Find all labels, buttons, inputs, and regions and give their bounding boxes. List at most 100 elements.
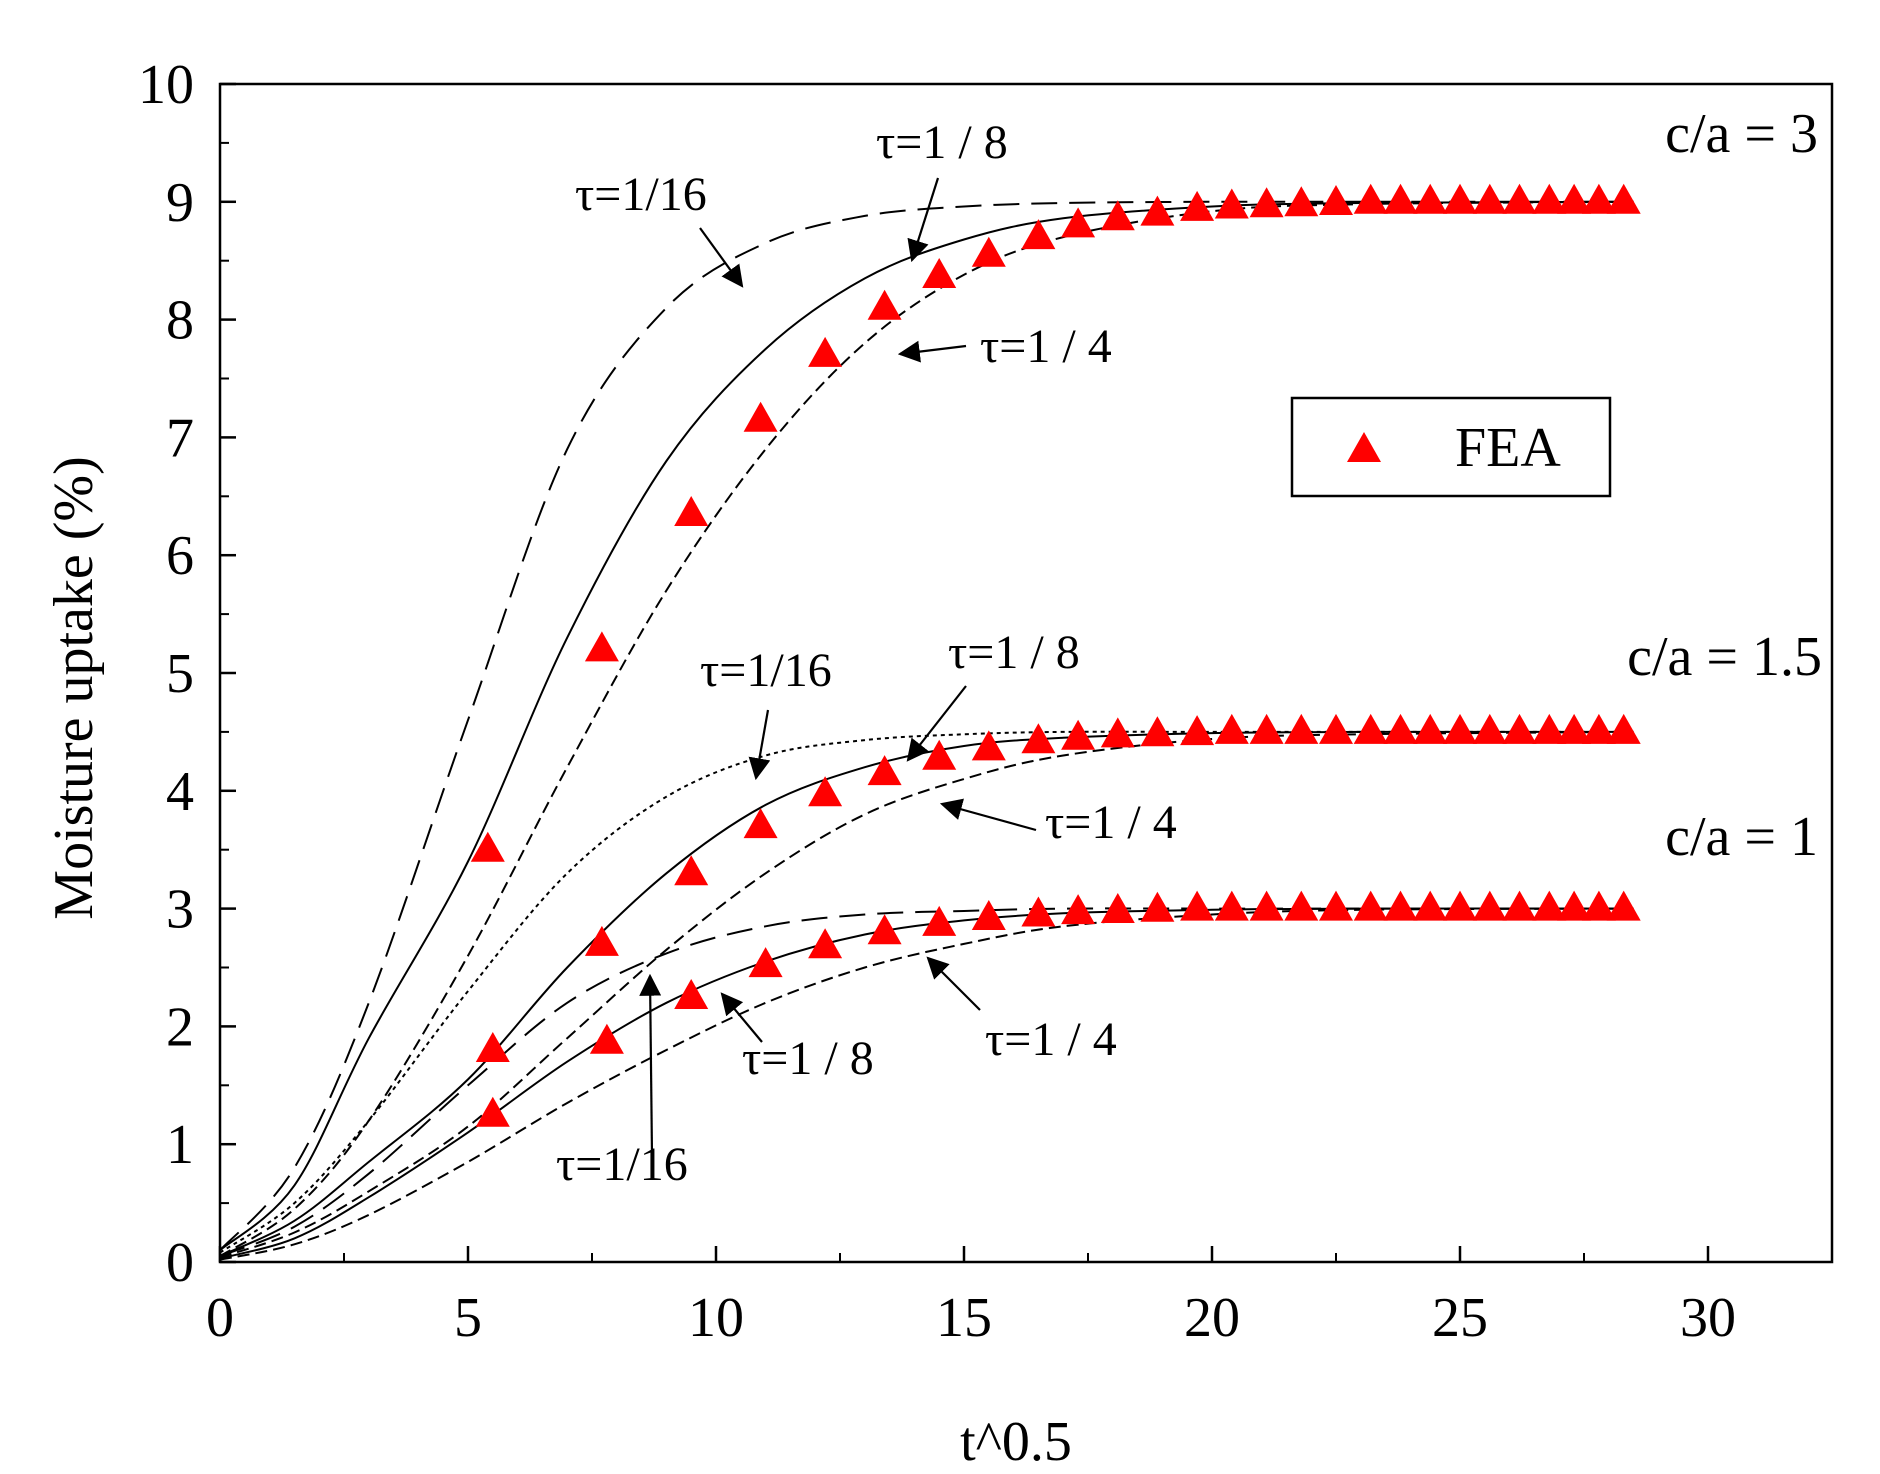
fea-point-c-a-3 xyxy=(1353,183,1388,214)
fea-point-c-a-3 xyxy=(743,401,778,432)
fea-point-c-a-1-5 xyxy=(1284,713,1319,744)
annotation-arrow-c-a-3-1-4 xyxy=(897,340,967,363)
y-tick-label: 7 xyxy=(166,407,194,469)
y-tick-label: 9 xyxy=(166,172,194,234)
fea-point-c-a-1-5 xyxy=(475,1032,510,1062)
fea-point-c-a-1 xyxy=(589,1023,624,1054)
fea-point-c-a-3 xyxy=(1061,207,1096,238)
legend-box xyxy=(1290,396,1612,498)
annotations-layer: c/a = 3 τ=1/16 τ=1 / 8 τ=1 / 4 c/a = 1.5 τ=1/… xyxy=(556,103,1822,1191)
fea-point-c-a-1-5 xyxy=(1319,713,1353,744)
fea-point-c-a-1-5 xyxy=(1606,713,1641,744)
fea-point-c-a-3 xyxy=(1557,183,1592,214)
annotation-c-a-3-1-4: τ=1 / 4 xyxy=(980,320,1112,373)
y-tick-label: 2 xyxy=(166,996,194,1058)
fea-point-c-a-1-5 xyxy=(1557,713,1592,744)
fea-point-c-a-1 xyxy=(1443,890,1477,921)
fea-point-c-a-3 xyxy=(1284,186,1319,217)
fea-point-c-a-1 xyxy=(1502,890,1537,921)
fea-point-c-a-1 xyxy=(674,979,709,1009)
fea-point-c-a-1 xyxy=(1472,890,1507,921)
annotation-arrow-c-a-3-1-8 xyxy=(907,177,940,263)
fea-point-c-a-1-5 xyxy=(1100,717,1135,748)
fea-point-c-a-1 xyxy=(971,900,1006,930)
annotation-c-a-1-1-8: τ=1 / 8 xyxy=(742,1032,874,1085)
fea-point-c-a-1 xyxy=(1319,890,1353,921)
fea-point-c-a-1-5 xyxy=(1472,713,1507,744)
fea-point-c-a-1 xyxy=(1214,890,1249,921)
fea-point-c-a-1-5 xyxy=(1353,713,1388,744)
fea-point-c-a-1 xyxy=(1353,890,1388,921)
fea-point-c-a-1-5 xyxy=(1443,713,1477,744)
group-label-c-a-3: c/a = 3 xyxy=(1665,103,1818,165)
fea-point-c-a-1 xyxy=(475,1096,510,1127)
fea-point-c-a-1 xyxy=(922,905,957,936)
fea-point-c-a-1 xyxy=(1284,890,1319,921)
legend-fea-label: FEA xyxy=(1455,417,1561,479)
fea-point-c-a-3 xyxy=(1606,183,1641,214)
y-tick-label: 5 xyxy=(166,643,194,705)
fea-point-c-a-3 xyxy=(1383,183,1418,214)
legend-fea-marker xyxy=(1347,432,1381,462)
fea-point-c-a-3 xyxy=(584,631,619,662)
fea-point-c-a-1 xyxy=(1061,894,1096,925)
fea-point-c-a-3 xyxy=(1100,200,1135,231)
fea-point-c-a-3 xyxy=(1532,183,1567,214)
fea-point-c-a-1 xyxy=(1383,890,1418,921)
fea-point-c-a-3 xyxy=(1319,185,1353,215)
fea-point-c-a-1-5 xyxy=(1180,715,1215,746)
fea-point-c-a-1 xyxy=(1249,890,1284,921)
fea-point-c-a-1-5 xyxy=(1502,713,1537,744)
fea-point-c-a-1 xyxy=(1100,893,1135,923)
fea-point-c-a-1-5 xyxy=(1021,723,1056,754)
fea-point-c-a-1 xyxy=(1413,890,1448,921)
fea-point-c-a-1-5 xyxy=(743,808,778,839)
fea-point-c-a-1-5 xyxy=(1383,713,1418,744)
fea-point-c-a-1-5 xyxy=(1249,713,1284,744)
x-tick-label: 0 xyxy=(206,1287,234,1349)
fea-point-c-a-1-5 xyxy=(1214,713,1249,744)
y-axis-title: Moisture uptake (%) xyxy=(43,456,105,919)
annotation-arrow-c-a-3-1-16 xyxy=(699,227,744,288)
fea-point-c-a-3 xyxy=(1021,219,1056,250)
y-tick-label: 8 xyxy=(166,290,194,352)
fea-point-c-a-3 xyxy=(1140,195,1175,226)
fea-markers-layer xyxy=(470,183,1641,1127)
fea-point-c-a-1-5 xyxy=(867,755,902,786)
fea-point-c-a-3 xyxy=(1581,183,1616,214)
fea-point-c-a-1-5 xyxy=(922,739,957,770)
fea-point-c-a-1 xyxy=(1581,890,1616,921)
annotation-arrow-c-a-1-5-1-16 xyxy=(748,709,771,781)
fea-point-c-a-3 xyxy=(1214,188,1249,219)
annotation-arrow-c-a-1-1-4 xyxy=(926,956,981,1011)
fea-point-c-a-3 xyxy=(1249,187,1284,218)
fea-point-c-a-1-5 xyxy=(1061,719,1096,750)
y-tick-label: 4 xyxy=(166,761,194,823)
fea-point-c-a-1 xyxy=(1021,896,1056,927)
curve-c-a-1-1-16 xyxy=(219,907,1634,1258)
fea-point-c-a-3 xyxy=(971,236,1006,267)
fea-point-c-a-3 xyxy=(922,258,957,288)
fea-point-c-a-1 xyxy=(1180,890,1215,921)
fea-point-c-a-1 xyxy=(1606,890,1641,921)
fea-point-c-a-1 xyxy=(748,947,783,978)
fea-point-c-a-1-5 xyxy=(584,925,619,956)
y-tick-label: 3 xyxy=(166,879,194,941)
fea-point-c-a-3 xyxy=(1443,183,1477,214)
fea-point-c-a-3 xyxy=(867,289,902,320)
fea-point-c-a-1 xyxy=(808,928,843,959)
annotation-c-a-1-5-1-8: τ=1 / 8 xyxy=(948,626,1080,679)
curve-c-a-1-5-1-16 xyxy=(219,730,1634,1254)
fea-point-c-a-3 xyxy=(1472,183,1507,214)
y-tick-label: 6 xyxy=(166,525,194,587)
annotation-c-a-1-5-1-4: τ=1 / 4 xyxy=(1045,796,1177,849)
axes-layer: 0 5 10 15 20 25 30 0 1 2 3 4 5 6 7 8 9 10 xyxy=(138,54,1834,1349)
group-label-c-a-1: c/a = 1 xyxy=(1665,806,1818,868)
annotation-arrow-c-a-1-1-16 xyxy=(639,973,662,1157)
annotation-c-a-3-1-16: τ=1/16 xyxy=(575,168,707,221)
x-tick-label: 15 xyxy=(936,1287,992,1349)
fea-point-c-a-1-5 xyxy=(1532,713,1567,744)
fea-point-c-a-1 xyxy=(1140,891,1175,922)
fea-point-c-a-1 xyxy=(1557,890,1592,921)
